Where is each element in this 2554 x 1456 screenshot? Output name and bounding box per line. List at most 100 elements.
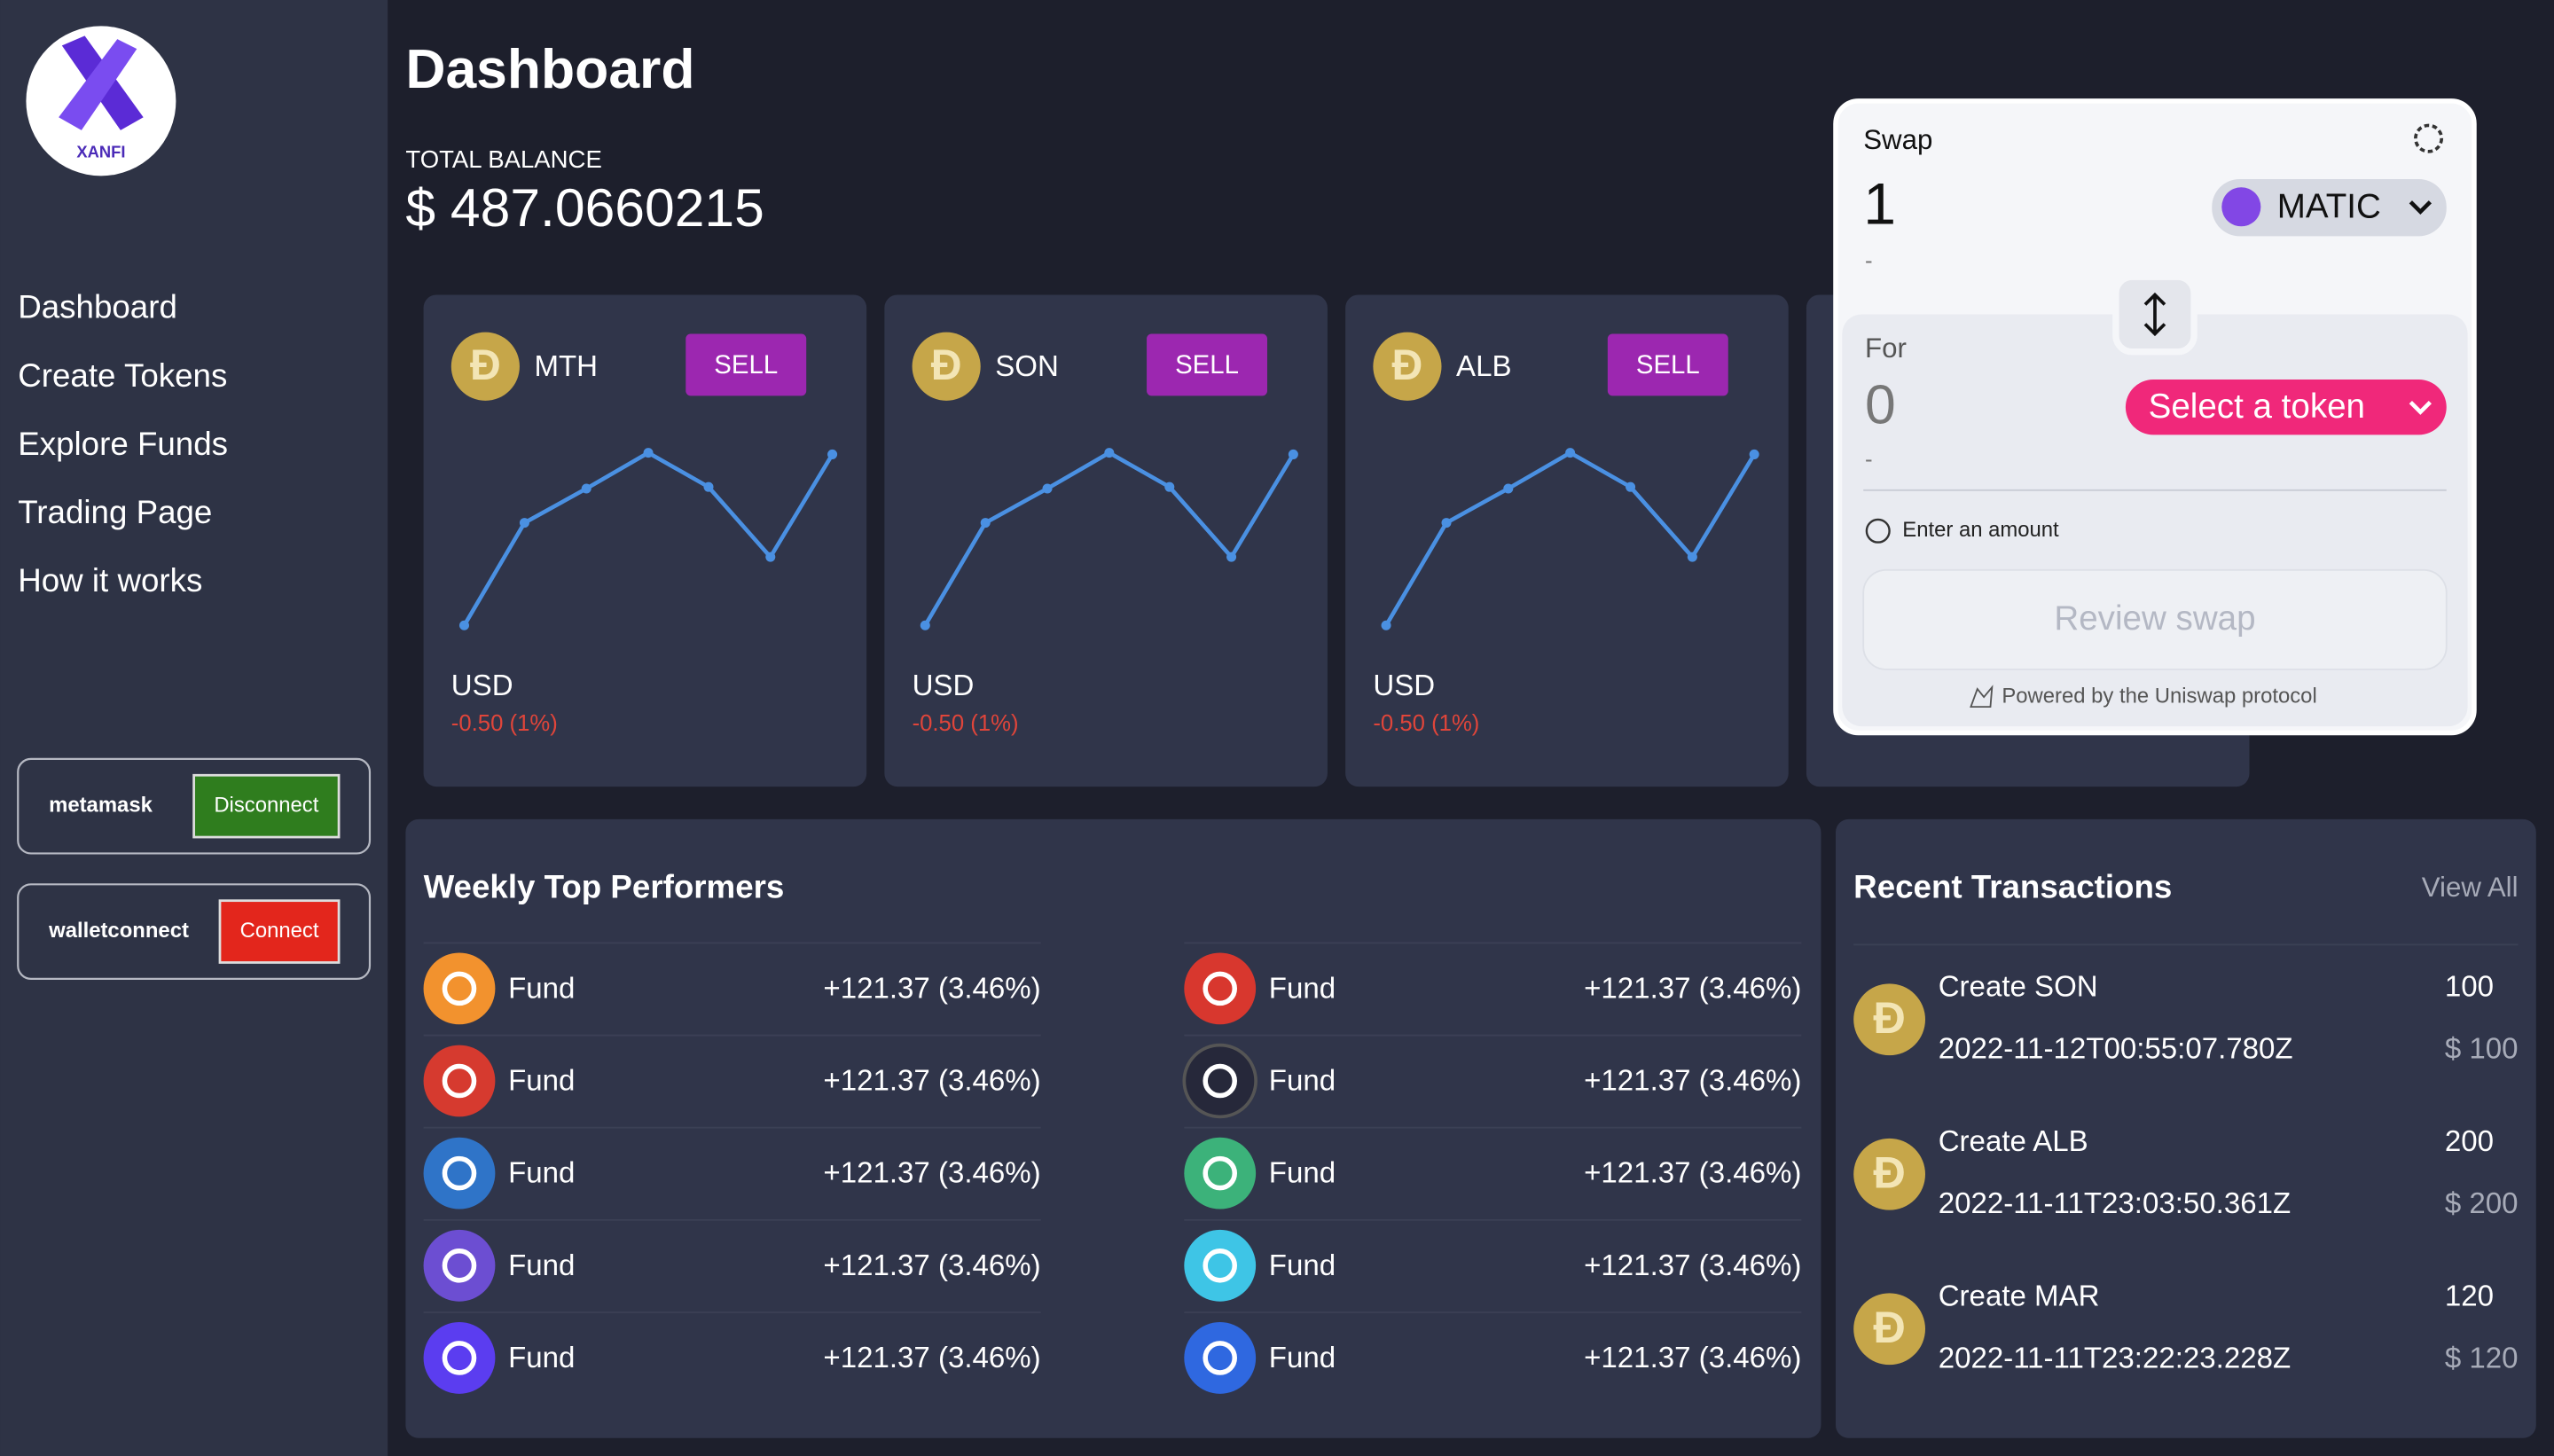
wallet-button-text: Disconnect <box>214 793 318 817</box>
balance: $ 487.0660215 <box>405 177 764 238</box>
coin-glyph: Đ <box>1873 992 1905 1043</box>
swap-title: Swap <box>1863 124 1932 155</box>
tx-amount: 100 <box>2445 971 2494 1004</box>
tx-usd: $ 120 <box>2445 1342 2519 1374</box>
token-currency: USD <box>1373 669 1435 702</box>
coin-icon <box>912 332 981 401</box>
tx-amount: 120 <box>2445 1280 2494 1313</box>
sparkline-dot <box>1687 552 1697 562</box>
sell-text: SELL <box>714 350 778 380</box>
nav-item[interactable]: Dashboard <box>18 289 177 325</box>
coin-glyph: Đ <box>931 341 962 389</box>
coin-icon <box>1853 983 1926 1056</box>
token-card <box>884 294 1328 787</box>
flip-icon <box>2143 292 2166 337</box>
amount-in: 1 <box>1863 172 1896 238</box>
sidebar <box>0 0 388 1456</box>
sparkline-dot <box>827 449 838 459</box>
content: Dashboard Create Tokens Explore Funds Tradi… <box>17 289 2536 1438</box>
fund-change: +121.37 (3.46%) <box>823 1157 1040 1190</box>
performers-title: Weekly Top Performers <box>424 869 785 905</box>
tx-date: 2022-11-12T00:55:07.780Z <box>1939 1032 2293 1065</box>
fund-change: +121.37 (3.46%) <box>823 1065 1040 1098</box>
sparkline-dot <box>1441 518 1452 528</box>
fund-change: +121.37 (3.46%) <box>1584 1249 1801 1282</box>
view-all[interactable]: View All <box>2422 872 2519 903</box>
sparkline-dot <box>1104 448 1115 458</box>
fund-icon <box>423 1322 496 1394</box>
tx-usd: $ 200 <box>2445 1187 2519 1220</box>
sparkline-dot <box>1288 449 1298 459</box>
fund-icon <box>423 1045 496 1117</box>
token-currency: USD <box>451 669 513 702</box>
fund-name: Fund <box>508 1249 575 1282</box>
token-card <box>1345 294 1789 787</box>
token-symbol: MTH <box>534 350 598 383</box>
fund-icon <box>1184 1322 1257 1394</box>
fund-name: Fund <box>508 972 575 1005</box>
token-in: MATIC <box>2277 187 2381 225</box>
fund-icon-mark <box>1203 1249 1238 1283</box>
fund-icon <box>423 1137 496 1209</box>
fund-change: +121.37 (3.46%) <box>1584 1157 1801 1190</box>
performers-panel <box>405 818 1821 1438</box>
wallet-box <box>17 757 372 855</box>
wallet-button[interactable] <box>192 773 341 839</box>
fund-icon <box>423 1229 496 1302</box>
sparkline-dot <box>519 518 529 528</box>
coin-icon <box>1373 332 1442 401</box>
fund-change: +121.37 (3.46%) <box>823 1249 1040 1282</box>
coin-glyph: Đ <box>1873 1302 1905 1352</box>
sparkline-dot <box>1503 483 1514 494</box>
transactions-title: Recent Transactions <box>1853 869 2172 905</box>
tx-label: Create ALB <box>1939 1125 2088 1158</box>
fund-icon-mark <box>1203 1341 1238 1375</box>
nav-item[interactable]: How it works <box>18 562 202 599</box>
coin-glyph: Đ <box>470 341 501 389</box>
wallet-name: walletconnect <box>48 919 189 943</box>
balance-label: TOTAL BALANCE <box>405 145 601 173</box>
select-token-text: Select a token <box>2149 387 2365 426</box>
hint: Enter an amount <box>1902 518 2059 542</box>
wallet-box <box>17 883 372 980</box>
sparkline-dot <box>1164 481 1175 492</box>
sparkline-dot <box>920 620 930 630</box>
nav-item[interactable]: Create Tokens <box>18 357 227 394</box>
nav-item[interactable]: Explore Funds <box>18 426 228 462</box>
fund-change: +121.37 (3.46%) <box>1584 972 1801 1005</box>
tx-label: Create SON <box>1939 971 2098 1004</box>
fund-change: +121.37 (3.46%) <box>823 1342 1040 1374</box>
sell-button[interactable] <box>1607 333 1728 396</box>
sell-button[interactable] <box>686 333 807 396</box>
select-token[interactable] <box>2125 379 2447 435</box>
info-icon <box>1865 518 1891 544</box>
tx-usd: $ 100 <box>2445 1032 2519 1065</box>
token-symbol: ALB <box>1456 350 1511 383</box>
chevron <box>2409 401 2432 415</box>
coin-icon <box>1853 1293 1926 1366</box>
fund-name: Fund <box>508 1065 575 1098</box>
tx-date: 2022-11-11T23:03:50.361Z <box>1939 1187 2291 1220</box>
amount-out: 0 <box>1865 374 1896 436</box>
page-title: Dashboard <box>405 38 694 100</box>
fund-icon <box>1184 1229 1257 1302</box>
coin-icon <box>1853 1138 1926 1210</box>
wallet-button[interactable] <box>218 899 341 964</box>
fund-name: Fund <box>1269 1249 1336 1282</box>
sell-button[interactable] <box>1147 333 1267 396</box>
sparkline-dot <box>1626 481 1636 492</box>
token-select[interactable] <box>2212 179 2447 237</box>
review-button[interactable] <box>1862 568 2448 670</box>
fund-name: Fund <box>1269 1157 1336 1190</box>
usd-out: - <box>1865 448 1873 473</box>
fund-name: Fund <box>508 1342 575 1374</box>
tx-amount: 200 <box>2445 1125 2494 1158</box>
fund-icon-mark <box>442 971 477 1006</box>
sparkline-dot <box>1381 620 1391 630</box>
nav-item[interactable]: Trading Page <box>18 494 212 530</box>
sparkline-dot <box>1042 483 1053 494</box>
transactions-panel <box>1835 818 2536 1438</box>
coin-glyph: Đ <box>1392 341 1423 389</box>
